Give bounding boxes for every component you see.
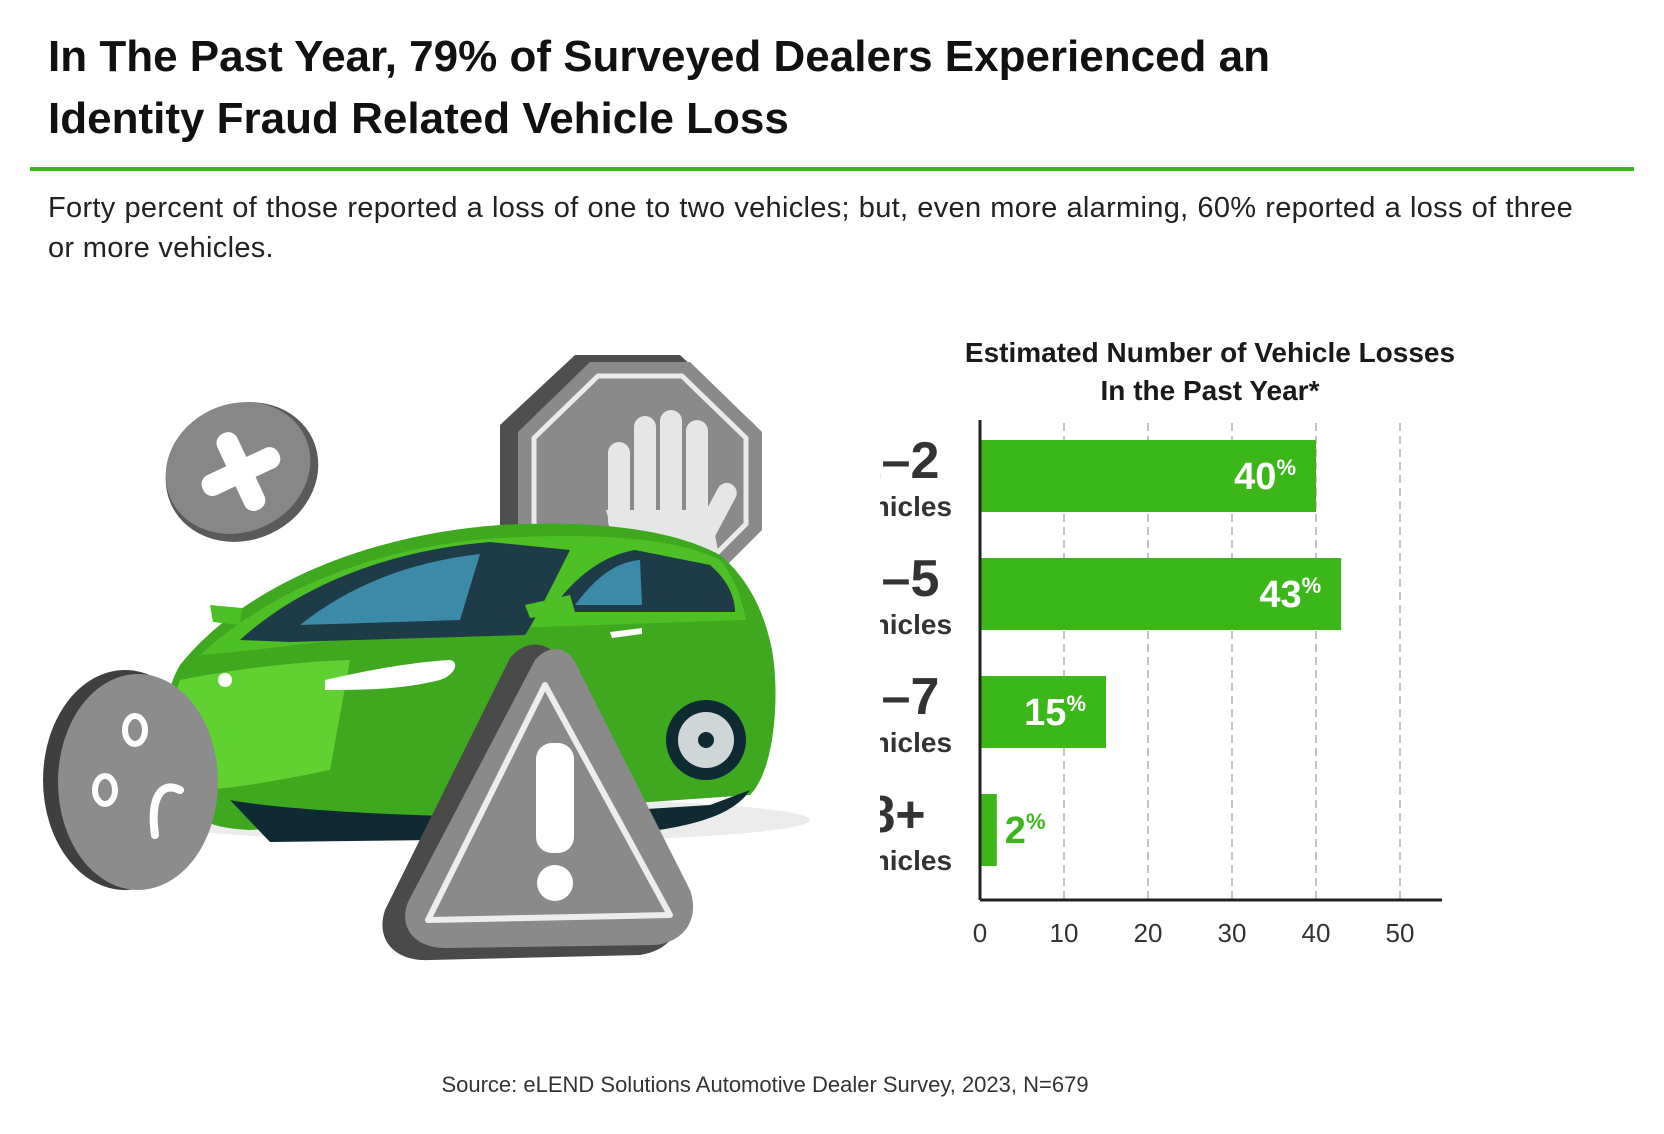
x-tick-label: 50 <box>1386 918 1415 948</box>
data-label: 43% <box>1259 573 1321 616</box>
bar <box>980 558 1342 630</box>
illustration <box>43 355 810 961</box>
chart-title-line-1: Estimated Number of Vehicle Losses <box>964 337 1456 368</box>
category-number: 6–7 <box>880 668 939 726</box>
x-tick-label: 10 <box>1050 918 1079 948</box>
category-number: 3–5 <box>880 550 939 608</box>
x-tick-label: 20 <box>1134 918 1163 948</box>
title-line-2: Identity Fraud Related Vehicle Loss <box>48 94 789 143</box>
category-number: 1–2 <box>880 432 939 490</box>
category-unit: Vehicles <box>880 845 952 876</box>
data-label: 2% <box>1005 809 1046 852</box>
title-line-1: In The Past Year, 79% of Surveyed Dealer… <box>48 32 1271 81</box>
page-title: In The Past Year, 79% of Surveyed Dealer… <box>48 26 1448 150</box>
data-label: 40% <box>1234 455 1296 498</box>
category-unit: Vehicles <box>880 609 952 640</box>
title-divider <box>30 167 1634 171</box>
category-unit: Vehicles <box>880 491 952 522</box>
source-note: Source: eLEND Solutions Automotive Deale… <box>441 1072 1089 1097</box>
bar-chart: 010203040501–2Vehicles40%3–5Vehicles43%6… <box>880 420 1442 948</box>
bar <box>980 440 1316 512</box>
chart-title-line-2: In the Past Year* <box>1100 375 1320 406</box>
warning-triangle-icon <box>382 644 694 961</box>
bar <box>980 676 1106 748</box>
subtitle-text: Forty percent of those reported a loss o… <box>48 192 1573 264</box>
category-unit: Vehicles <box>880 727 952 758</box>
x-tick-label: 0 <box>973 918 987 948</box>
x-tick-label: 30 <box>1218 918 1247 948</box>
bar <box>980 794 997 866</box>
chart-title: Estimated Number of Vehicle Losses In th… <box>900 334 1520 410</box>
data-label: 15% <box>1024 691 1086 734</box>
x-mark-icon <box>165 402 319 542</box>
sad-face-icon <box>43 670 218 890</box>
car-icon <box>163 523 776 842</box>
category-number: 8+ <box>880 786 926 844</box>
x-tick-label: 40 <box>1302 918 1331 948</box>
